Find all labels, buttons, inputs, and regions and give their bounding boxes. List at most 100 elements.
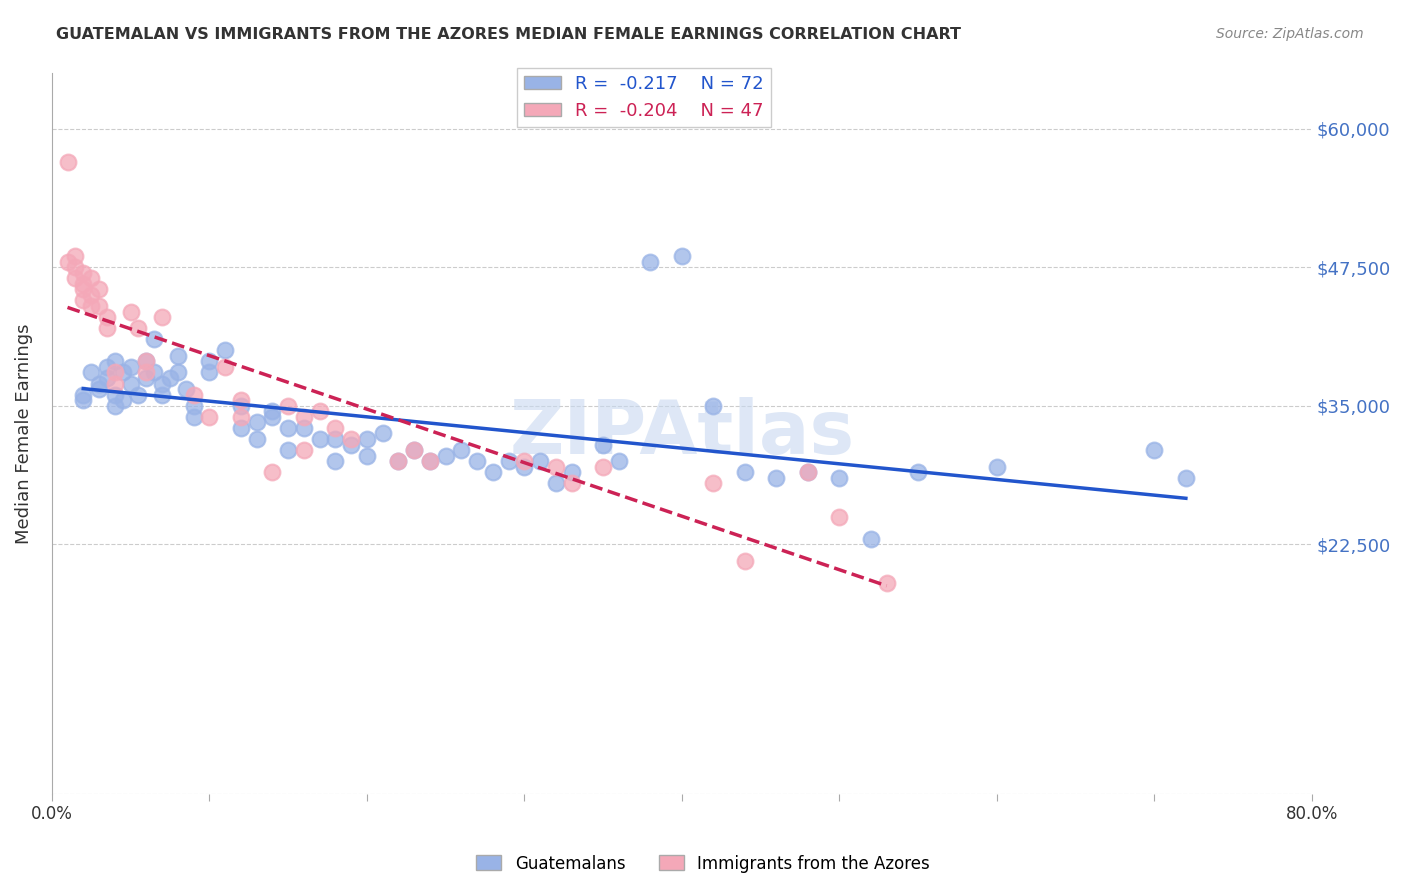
Point [513, 459, 536, 474]
Point [143, 366, 166, 380]
Point [262, 409, 284, 424]
Legend: R =  -0.217    N = 72, R =  -0.204    N = 47: R = -0.217 N = 72, R = -0.204 N = 47 [517, 68, 770, 128]
Point [80, 288, 103, 302]
Text: GUATEMALAN VS IMMIGRANTS FROM THE AZORES MEDIAN FEMALE EARNINGS CORRELATION CHAR: GUATEMALAN VS IMMIGRANTS FROM THE AZORES… [56, 27, 962, 42]
Point [387, 454, 409, 468]
Point [120, 376, 142, 391]
Point [481, 465, 503, 479]
Point [340, 432, 363, 446]
Point [245, 416, 267, 430]
Point [143, 332, 166, 346]
Point [262, 465, 284, 479]
Point [356, 449, 378, 463]
Point [702, 399, 724, 413]
Point [65, 249, 87, 263]
Text: ZIPAtlas: ZIPAtlas [509, 397, 855, 470]
Point [561, 465, 583, 479]
Point [65, 271, 87, 285]
Point [561, 476, 583, 491]
Point [797, 465, 820, 479]
Point [214, 359, 236, 374]
Point [72, 277, 94, 291]
Point [371, 426, 394, 441]
Point [104, 387, 127, 401]
Point [87, 382, 110, 396]
Point [96, 371, 118, 385]
Point [198, 366, 221, 380]
Point [127, 387, 149, 401]
Point [876, 576, 898, 591]
Point [72, 282, 94, 296]
Point [96, 359, 118, 374]
Point [120, 304, 142, 318]
Point [56, 254, 79, 268]
Point [308, 404, 330, 418]
Legend: Guatemalans, Immigrants from the Azores: Guatemalans, Immigrants from the Azores [470, 848, 936, 880]
Point [198, 409, 221, 424]
Point [262, 404, 284, 418]
Point [292, 443, 315, 458]
Point [277, 443, 299, 458]
Point [544, 459, 567, 474]
Point [183, 387, 205, 401]
Point [166, 349, 188, 363]
Point [87, 299, 110, 313]
Point [308, 432, 330, 446]
Point [465, 454, 488, 468]
Point [127, 321, 149, 335]
Point [135, 366, 157, 380]
Point [198, 354, 221, 368]
Point [174, 382, 197, 396]
Point [65, 260, 87, 275]
Point [513, 454, 536, 468]
Point [104, 366, 127, 380]
Point [828, 471, 851, 485]
Point [229, 393, 252, 408]
Point [183, 409, 205, 424]
Point [1174, 471, 1197, 485]
Point [56, 155, 79, 169]
Point [907, 465, 929, 479]
Point [277, 421, 299, 435]
Point [356, 432, 378, 446]
Point [72, 393, 94, 408]
Point [986, 459, 1008, 474]
Point [607, 454, 630, 468]
Point [640, 254, 662, 268]
Point [323, 421, 346, 435]
Point [419, 454, 441, 468]
Point [87, 282, 110, 296]
Point [96, 310, 118, 324]
Point [120, 359, 142, 374]
Point [72, 266, 94, 280]
Point [135, 354, 157, 368]
Point [229, 409, 252, 424]
Point [96, 321, 118, 335]
Point [797, 465, 820, 479]
Point [387, 454, 409, 468]
Point [434, 449, 457, 463]
Point [229, 399, 252, 413]
Point [765, 471, 787, 485]
Point [80, 366, 103, 380]
Point [111, 393, 134, 408]
Point [183, 399, 205, 413]
Point [150, 310, 173, 324]
Point [166, 366, 188, 380]
Point [529, 454, 551, 468]
Point [135, 354, 157, 368]
Point [450, 443, 472, 458]
Point [135, 371, 157, 385]
Point [340, 437, 363, 451]
Point [828, 509, 851, 524]
Point [111, 366, 134, 380]
Point [1143, 443, 1166, 458]
Point [402, 443, 425, 458]
Point [592, 437, 614, 451]
Point [229, 421, 252, 435]
Point [292, 409, 315, 424]
Point [150, 376, 173, 391]
Point [72, 387, 94, 401]
Point [150, 387, 173, 401]
Point [80, 271, 103, 285]
